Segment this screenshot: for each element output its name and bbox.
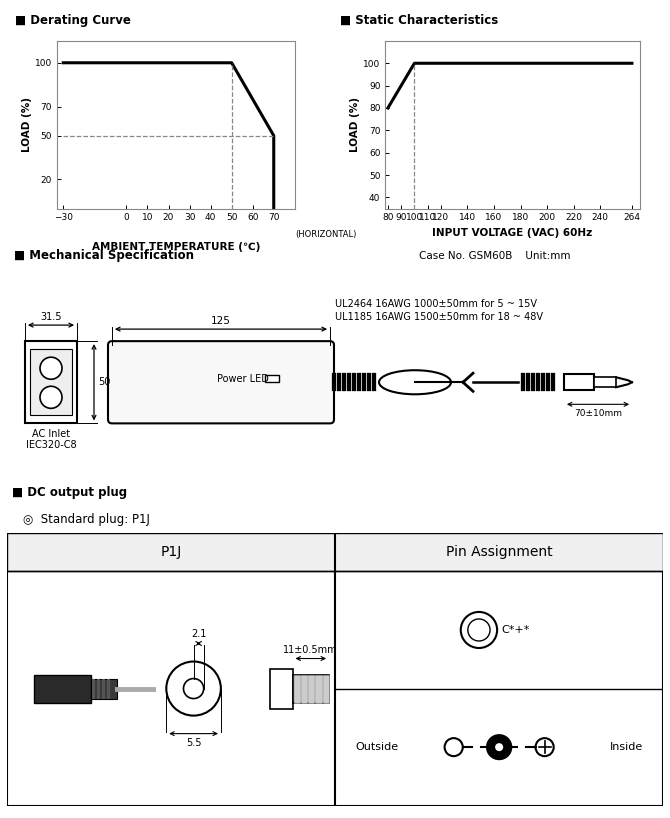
Bar bbox=[337, 373, 341, 391]
Text: AC Inlet: AC Inlet bbox=[32, 429, 70, 439]
Text: Inside: Inside bbox=[610, 742, 643, 752]
Text: (HORIZONTAL): (HORIZONTAL) bbox=[295, 231, 356, 240]
Bar bbox=[34, 675, 90, 703]
Text: 50: 50 bbox=[98, 377, 111, 387]
Circle shape bbox=[487, 735, 511, 759]
Bar bbox=[96, 679, 100, 699]
Text: UL1185 16AWG 1500±50mm for 18 ~ 48V: UL1185 16AWG 1500±50mm for 18 ~ 48V bbox=[335, 312, 543, 322]
Text: C*+*: C*+* bbox=[501, 625, 529, 635]
Bar bbox=[342, 373, 346, 391]
Text: Outside: Outside bbox=[355, 742, 399, 752]
Bar bbox=[293, 675, 300, 703]
Bar bbox=[546, 373, 550, 391]
Circle shape bbox=[40, 386, 62, 408]
FancyBboxPatch shape bbox=[108, 341, 334, 424]
Bar bbox=[301, 675, 307, 703]
Y-axis label: LOAD (%): LOAD (%) bbox=[350, 97, 360, 152]
Text: ■ Static Characteristics: ■ Static Characteristics bbox=[340, 14, 498, 27]
Text: UL2464 16AWG 1000±50mm for 5 ~ 15V: UL2464 16AWG 1000±50mm for 5 ~ 15V bbox=[335, 299, 537, 309]
Text: ◎  Standard plug: P1J: ◎ Standard plug: P1J bbox=[23, 513, 150, 526]
Text: 70±10mm: 70±10mm bbox=[574, 409, 622, 418]
Bar bbox=[92, 679, 94, 699]
Text: 2.1: 2.1 bbox=[191, 630, 206, 640]
Bar bbox=[536, 373, 540, 391]
Text: ■ Mechanical Specification: ■ Mechanical Specification bbox=[14, 249, 194, 262]
Bar bbox=[531, 373, 535, 391]
Circle shape bbox=[40, 357, 62, 380]
Text: ■ Derating Curve: ■ Derating Curve bbox=[15, 14, 131, 27]
Bar bbox=[323, 675, 329, 703]
Text: Pin Assignment: Pin Assignment bbox=[446, 546, 553, 560]
Bar bbox=[25, 341, 77, 424]
Bar bbox=[30, 349, 72, 416]
Text: 5.5: 5.5 bbox=[186, 738, 201, 748]
Text: Case No. GSM60B    Unit:mm: Case No. GSM60B Unit:mm bbox=[419, 250, 570, 261]
Bar bbox=[102, 679, 105, 699]
Text: ■ DC output plug: ■ DC output plug bbox=[11, 487, 127, 499]
Text: 125: 125 bbox=[211, 316, 231, 326]
Text: IEC320-C8: IEC320-C8 bbox=[25, 440, 76, 451]
Bar bbox=[526, 373, 530, 391]
Bar bbox=[316, 675, 322, 703]
Bar bbox=[564, 375, 594, 390]
Bar bbox=[521, 373, 525, 391]
Bar bbox=[107, 679, 110, 699]
Text: Power LED: Power LED bbox=[216, 375, 269, 384]
Bar bbox=[271, 668, 293, 708]
Text: P1J: P1J bbox=[160, 546, 182, 560]
Text: 11±0.5mm: 11±0.5mm bbox=[283, 645, 338, 654]
Bar bbox=[347, 373, 351, 391]
X-axis label: INPUT VOLTAGE (VAC) 60Hz: INPUT VOLTAGE (VAC) 60Hz bbox=[432, 228, 593, 238]
Bar bbox=[293, 675, 329, 703]
Bar bbox=[357, 373, 361, 391]
Bar bbox=[372, 373, 376, 391]
Bar bbox=[594, 377, 616, 387]
Text: 31.5: 31.5 bbox=[40, 312, 62, 322]
Y-axis label: LOAD (%): LOAD (%) bbox=[22, 97, 32, 152]
Bar bbox=[332, 373, 336, 391]
X-axis label: AMBIENT TEMPERATURE (℃): AMBIENT TEMPERATURE (℃) bbox=[92, 242, 260, 252]
Bar bbox=[265, 375, 279, 382]
Bar bbox=[541, 373, 545, 391]
Ellipse shape bbox=[379, 371, 451, 394]
Circle shape bbox=[495, 743, 503, 751]
Bar bbox=[352, 373, 356, 391]
Bar bbox=[308, 675, 314, 703]
Bar bbox=[367, 373, 371, 391]
Bar bbox=[362, 373, 366, 391]
Bar bbox=[7, 533, 663, 572]
Circle shape bbox=[184, 679, 204, 699]
Circle shape bbox=[166, 662, 221, 716]
Bar bbox=[90, 679, 117, 699]
Bar bbox=[551, 373, 555, 391]
